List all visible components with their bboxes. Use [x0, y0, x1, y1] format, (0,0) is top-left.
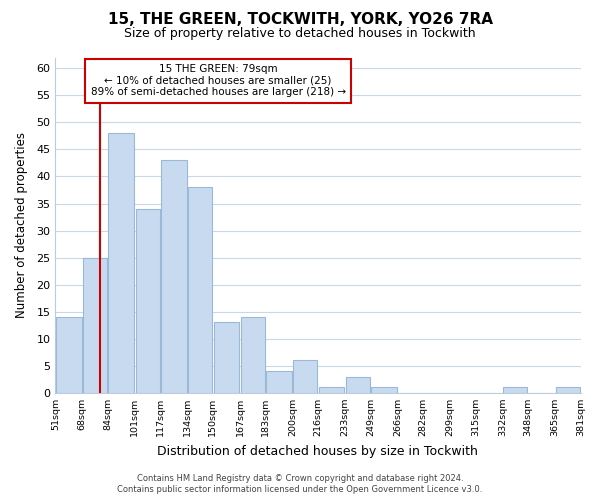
Text: 15 THE GREEN: 79sqm
← 10% of detached houses are smaller (25)
89% of semi-detach: 15 THE GREEN: 79sqm ← 10% of detached ho…	[91, 64, 346, 98]
Text: Size of property relative to detached houses in Tockwith: Size of property relative to detached ho…	[124, 28, 476, 40]
Bar	[188, 188, 212, 393]
Bar	[371, 388, 397, 393]
Y-axis label: Number of detached properties: Number of detached properties	[15, 132, 28, 318]
Bar	[556, 388, 580, 393]
Bar	[161, 160, 187, 393]
Bar	[109, 133, 134, 393]
Bar	[319, 388, 344, 393]
Bar	[136, 209, 160, 393]
Bar	[241, 317, 265, 393]
Bar	[266, 371, 292, 393]
Text: 15, THE GREEN, TOCKWITH, YORK, YO26 7RA: 15, THE GREEN, TOCKWITH, YORK, YO26 7RA	[107, 12, 493, 28]
Text: Contains HM Land Registry data © Crown copyright and database right 2024.
Contai: Contains HM Land Registry data © Crown c…	[118, 474, 482, 494]
Bar	[56, 317, 82, 393]
Bar	[83, 258, 107, 393]
X-axis label: Distribution of detached houses by size in Tockwith: Distribution of detached houses by size …	[157, 444, 478, 458]
Bar	[293, 360, 317, 393]
Bar	[214, 322, 239, 393]
Bar	[346, 376, 370, 393]
Bar	[503, 388, 527, 393]
